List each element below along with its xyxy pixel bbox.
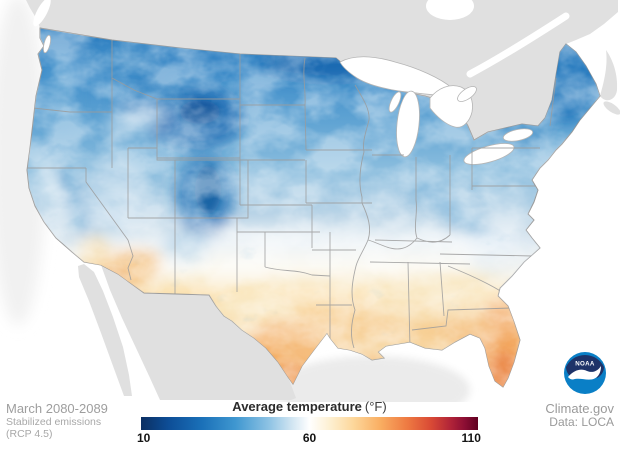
data-source-label: Data: LOCA <box>549 415 614 429</box>
legend-ticks: 10 60 110 <box>137 431 481 446</box>
puget-sound <box>42 34 52 54</box>
tick-mid: 60 <box>302 431 317 445</box>
noaa-logo: NOAA <box>563 351 607 395</box>
tick-max: 110 <box>461 431 481 445</box>
ocean-tint <box>0 0 470 402</box>
green-bay <box>388 91 402 113</box>
map-area <box>0 0 620 402</box>
credit-caption: Climate.gov Data: LOCA <box>545 401 614 429</box>
temperature-legend: Average temperature (°F) 10 60 110 <box>137 399 481 446</box>
legend-title: Average temperature (°F) <box>141 399 478 414</box>
noaa-logo-text: NOAA <box>575 361 595 368</box>
period-caption: March 2080-2089 Stabilized emissions (RC… <box>6 401 108 440</box>
georgian-bay <box>457 86 477 102</box>
james-bay <box>426 0 474 20</box>
colorbar <box>141 417 478 430</box>
site-label: Climate.gov <box>545 401 614 416</box>
great-lakes <box>42 34 534 165</box>
legend-title-text: Average temperature <box>232 399 362 414</box>
period-label: March 2080-2089 <box>6 401 108 416</box>
tick-min: 10 <box>136 431 151 445</box>
state-borders <box>27 40 557 349</box>
legend-units: (°F) <box>364 399 387 414</box>
baja-peninsula <box>78 264 132 396</box>
lake-ontario <box>502 128 534 142</box>
mexico-landmass <box>78 264 296 400</box>
lake-michigan <box>396 90 420 158</box>
noaa-seagull-icon <box>568 366 601 380</box>
us-temperature-map <box>0 0 620 402</box>
vancouver-island <box>33 0 51 27</box>
scenario-label-line2: (RCP 4.5) <box>6 428 53 440</box>
scenario-label-line1: Stabilized emissions <box>6 416 102 428</box>
st-lawrence-river <box>466 12 570 78</box>
lake-erie <box>463 143 515 165</box>
